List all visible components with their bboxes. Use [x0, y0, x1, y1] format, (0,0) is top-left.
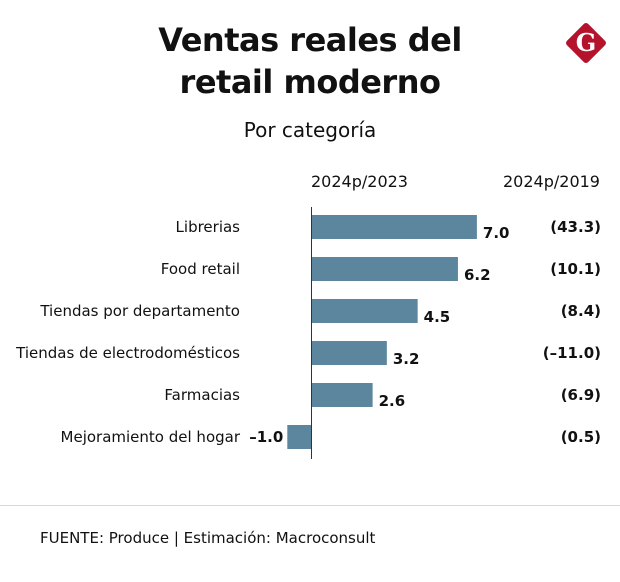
column-header-2024-vs-2023: 2024p/2023: [311, 172, 408, 191]
category-label: Tiendas por departamento: [39, 302, 240, 320]
chart-title-line-1: Ventas reales del: [158, 21, 462, 59]
bar: [287, 425, 311, 449]
comparison-2019-value: (10.1): [550, 260, 601, 278]
category-label: Tiendas de electrodomésticos: [15, 344, 240, 362]
bar-value-label: 7.0: [483, 224, 510, 242]
bar-value-label: 4.5: [424, 308, 451, 326]
comparison-2019-value: (8.4): [561, 302, 601, 320]
category-label: Librerias: [176, 218, 241, 236]
logo-letter: G: [576, 28, 597, 57]
bar: [311, 215, 477, 239]
comparison-2019-value: (–11.0): [543, 344, 601, 362]
comparison-2019-value: (43.3): [550, 218, 601, 236]
comparison-2019-value: (0.5): [561, 428, 601, 446]
bar-value-label: –1.0: [249, 428, 283, 446]
chart-subtitle: Por categoría: [243, 118, 377, 142]
category-label: Mejoramiento del hogar: [61, 428, 241, 446]
logo-diamond: [566, 23, 606, 63]
bar: [311, 299, 418, 323]
bar-chart: Librerias 7.0 (43.3) Food retail 6.2 (10.1) Ti…: [15, 207, 601, 459]
chart-title-line-2: retail moderno: [179, 63, 441, 101]
bar: [311, 383, 373, 407]
bar-value-label: 6.2: [464, 266, 491, 284]
comparison-2019-value: (6.9): [561, 386, 601, 404]
bar-value-label: 2.6: [379, 392, 406, 410]
category-label: Farmacias: [164, 386, 240, 404]
footer-divider: [0, 505, 620, 506]
source-note: FUENTE: Produce | Estimación: Macroconsu…: [40, 529, 376, 547]
bar-value-label: 3.2: [393, 350, 420, 368]
column-header-2024-vs-2019: 2024p/2019: [503, 172, 600, 191]
category-label: Food retail: [161, 260, 240, 278]
bar: [311, 341, 387, 365]
bar: [311, 257, 458, 281]
gestion-logo-icon: G: [566, 23, 606, 63]
